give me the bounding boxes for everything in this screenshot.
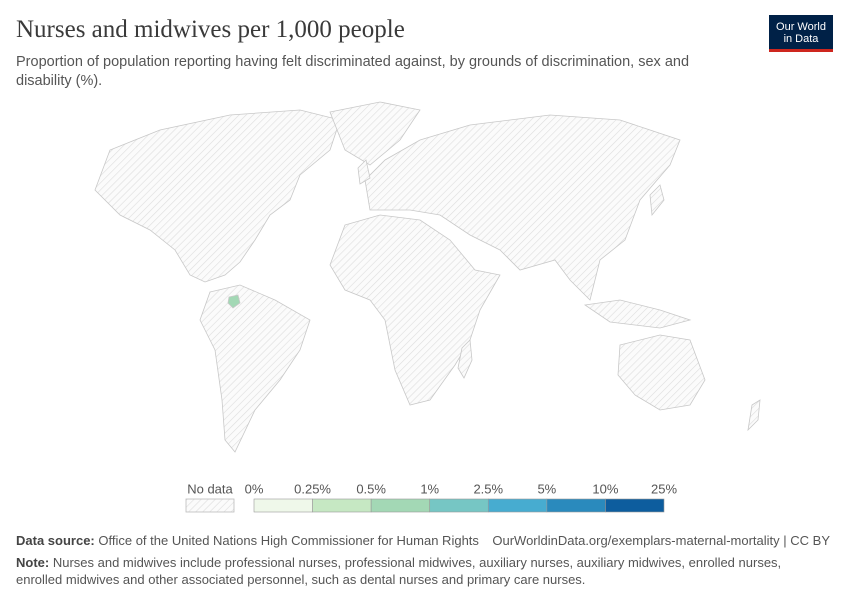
africa [329,214,501,406]
madagascar [457,339,473,379]
legend-swatch [253,498,313,513]
north-america [94,109,341,283]
legend-swatch [605,498,665,513]
title: Nurses and midwives per 1,000 people [16,16,405,43]
greenland [329,101,421,166]
note: Note: Nurses and midwives include profes… [16,554,826,588]
source: Data source: Office of the United Nation… [16,533,479,548]
logo-text: Our World [776,21,826,33]
logo-text: in Data [783,33,819,45]
japan [649,184,665,217]
south-america [199,284,311,453]
url[interactable]: OurWorldinData.org/exemplars-maternal-mo… [492,533,830,548]
suriname[interactable] [227,294,241,309]
legend-label: No data [187,481,233,496]
subtitle: Proportion of population reporting havin… [16,54,690,89]
legend-label: 10% [592,481,618,496]
map: No data 0% 0.25% 0.5% 1% 2.5% 5% 10% 25% [94,101,761,513]
legend-swatch [429,498,489,513]
legend-label: 0.5% [356,481,386,496]
legend-label: 0.25% [294,481,331,496]
legend-swatch [312,498,372,513]
countries [94,101,761,453]
legend-label: 1% [420,481,439,496]
legend-swatch [487,498,548,513]
eurasia [364,114,681,301]
no-data-swatch [185,498,235,513]
note-text: Nurses and midwives include professional… [16,555,782,587]
source-label: Data source: [16,533,95,548]
legend-swatch [546,498,606,513]
australia [617,334,706,411]
legend-label: 25% [651,481,677,496]
note-label: Note: [16,555,50,570]
source-text: Office of the United Nations High Commis… [98,533,479,548]
legend-label: 5% [537,481,556,496]
legend-label: 0% [245,481,264,496]
legend-swatch [370,498,431,513]
new-zealand [747,399,761,432]
logo[interactable]: Our World in Data [769,15,833,52]
uk [357,159,371,185]
legend-label: 2.5% [473,481,503,496]
indonesia [583,299,692,329]
